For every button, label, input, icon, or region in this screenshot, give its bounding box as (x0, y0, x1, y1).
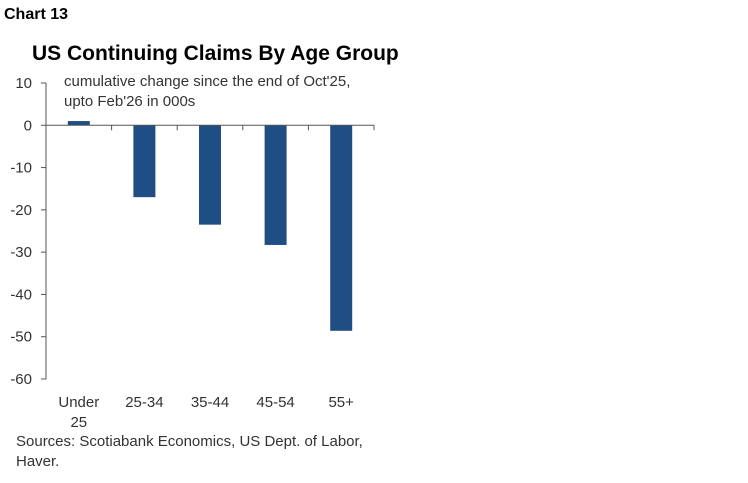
bar-35-44 (199, 125, 221, 225)
bar-45-54 (264, 125, 287, 245)
chart-number: Chart 13 (4, 6, 69, 23)
bar-55- (330, 125, 353, 331)
y-tick-label: -50 (10, 329, 32, 346)
y-tick-label: -30 (10, 244, 32, 261)
bar-under-25 (67, 121, 90, 126)
y-tick-label: 0 (24, 117, 32, 134)
y-tick-label: -40 (10, 286, 32, 303)
x-tick-label: 25-34 (125, 394, 163, 411)
x-tick-label: Under 25 (58, 394, 99, 431)
y-tick-label: -20 (10, 202, 32, 219)
x-tick-label: 35-44 (191, 394, 229, 411)
chart-title: US Continuing Claims By Age Group (32, 42, 399, 65)
y-tick-label: -60 (10, 371, 32, 388)
y-tick-label: -10 (10, 160, 32, 177)
source-line-1: Sources: Scotiabank Economics, US Dept. … (16, 433, 363, 450)
x-tick-label: 55+ (328, 394, 354, 411)
y-tick-label: 10 (15, 75, 32, 92)
subtitle-line-2: upto Feb'26 in 000s (64, 93, 196, 110)
x-tick-label: 45-54 (256, 394, 294, 411)
source-line-2: Haver. (16, 453, 60, 470)
subtitle-line-1: cumulative change since the end of Oct'2… (64, 73, 351, 90)
bar-25-34 (133, 125, 156, 198)
chart-subtitle: cumulative change since the end of Oct'2… (64, 72, 350, 112)
source-note: Sources: Scotiabank Economics, US Dept. … (16, 432, 363, 472)
